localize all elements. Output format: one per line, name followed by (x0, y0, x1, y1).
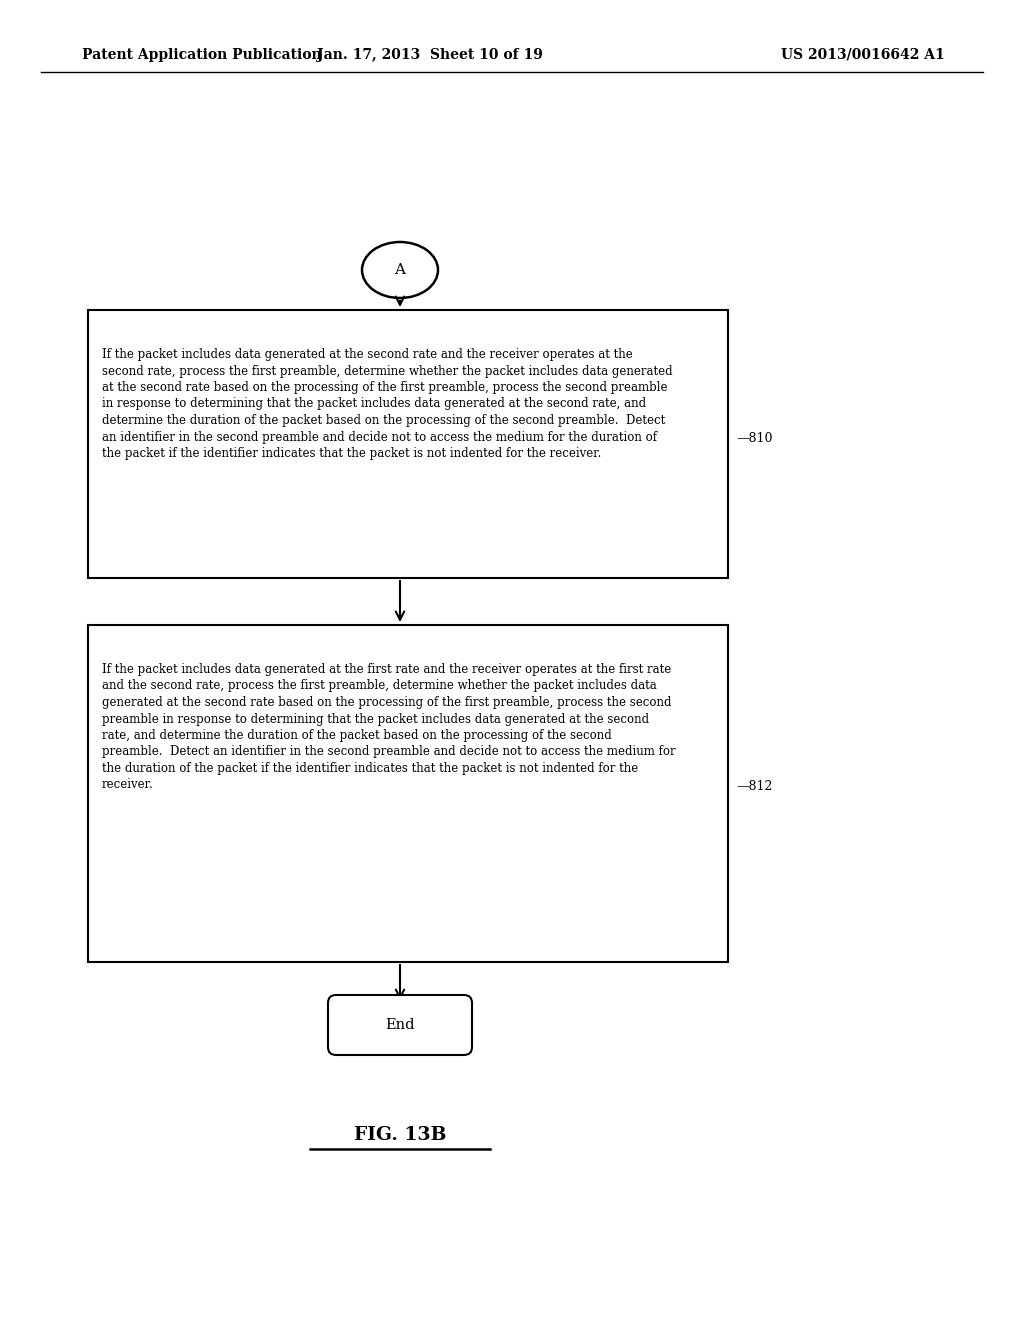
Text: —812: —812 (736, 780, 772, 793)
Bar (88, 310, 728, 578)
Text: Patent Application Publication: Patent Application Publication (82, 48, 322, 62)
Text: End: End (385, 1018, 415, 1032)
Text: US 2013/0016642 A1: US 2013/0016642 A1 (781, 48, 945, 62)
Bar (88, 624, 728, 962)
Text: FIG. 13B: FIG. 13B (354, 1126, 446, 1144)
FancyBboxPatch shape (328, 995, 472, 1055)
Text: —810: —810 (736, 432, 772, 445)
Text: A: A (394, 263, 406, 277)
Text: Jan. 17, 2013  Sheet 10 of 19: Jan. 17, 2013 Sheet 10 of 19 (317, 48, 543, 62)
Text: If the packet includes data generated at the first rate and the receiver operate: If the packet includes data generated at… (102, 663, 676, 792)
Text: If the packet includes data generated at the second rate and the receiver operat: If the packet includes data generated at… (102, 348, 673, 459)
